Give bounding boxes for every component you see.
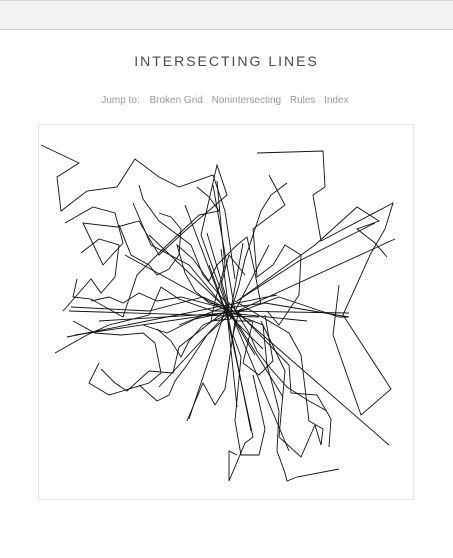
line-path — [98, 312, 230, 322]
line-path — [232, 238, 396, 314]
line-path — [118, 212, 182, 276]
line-path — [124, 254, 228, 312]
line-path — [186, 314, 274, 422]
line-path — [100, 310, 226, 392]
line-group — [40, 144, 396, 482]
line-path — [256, 150, 394, 416]
nav-link-broken-grid[interactable]: Broken Grid — [149, 95, 203, 106]
line-path — [40, 144, 236, 280]
line-path — [234, 244, 270, 312]
line-path — [230, 312, 284, 398]
line-path — [148, 234, 230, 312]
nav-link-index[interactable]: Index — [324, 95, 349, 106]
line-path — [252, 174, 302, 326]
line-path — [212, 184, 236, 312]
drawing-canvas — [38, 124, 414, 500]
line-path — [158, 312, 228, 388]
browser-top-bar — [0, 0, 453, 30]
line-path — [184, 204, 226, 312]
line-path — [138, 184, 234, 312]
line-path — [226, 310, 252, 432]
line-path — [208, 264, 226, 310]
line-path — [62, 238, 120, 312]
line-path — [234, 310, 390, 446]
nav-link-rules[interactable]: Rules — [289, 95, 316, 106]
line-path — [230, 182, 288, 312]
line-path — [236, 312, 328, 412]
line-path — [66, 294, 278, 338]
line-path — [188, 310, 226, 420]
line-path — [234, 300, 324, 458]
line-path — [226, 310, 340, 482]
line-path — [72, 186, 220, 318]
line-path — [230, 312, 290, 452]
line-path — [230, 310, 350, 314]
line-path — [64, 163, 230, 314]
line-path — [156, 314, 228, 358]
line-path — [206, 232, 230, 308]
intersecting-lines-drawing — [40, 144, 396, 482]
jump-label: Jump to: — [101, 95, 140, 106]
jump-nav: Jump to: Broken Grid Nonintersecting Rul… — [0, 95, 453, 106]
line-path — [236, 206, 388, 302]
line-path — [226, 300, 332, 448]
nav-link-nonintersecting[interactable]: Nonintersecting — [211, 95, 282, 106]
line-path — [220, 248, 230, 312]
line-path — [90, 292, 228, 310]
page-title: INTERSECTING LINES — [134, 53, 319, 69]
line-path — [226, 312, 238, 408]
line-path — [72, 320, 162, 396]
line-path — [228, 312, 308, 322]
line-path — [224, 306, 254, 482]
